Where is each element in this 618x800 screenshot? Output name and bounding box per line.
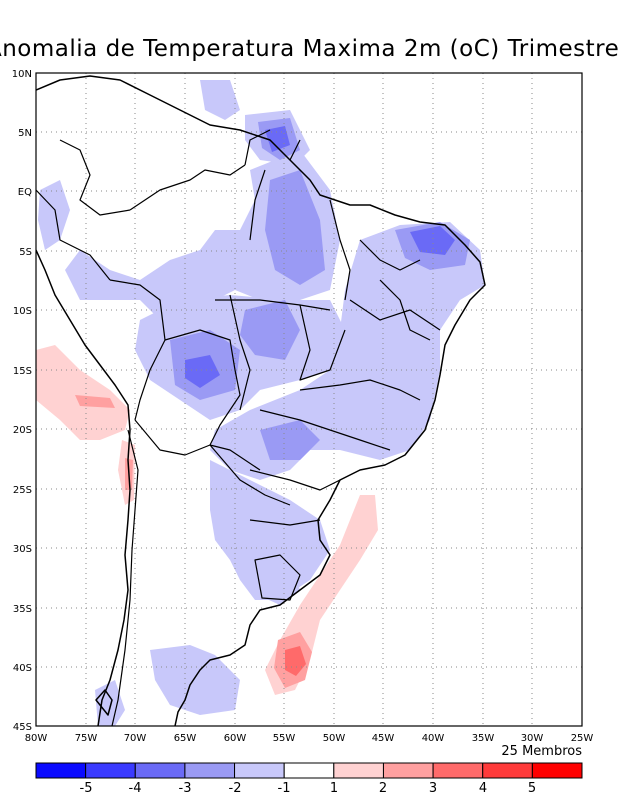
colorbar-label: 3 bbox=[429, 781, 437, 796]
border-colombia-peru bbox=[36, 189, 111, 281]
cool-region-patagonia-west bbox=[95, 680, 125, 726]
cool-region-andes bbox=[38, 180, 70, 250]
cool-peak-ceara bbox=[410, 226, 455, 255]
warm-region-pacific bbox=[36, 345, 130, 440]
warm-peak-atlantic bbox=[285, 646, 306, 676]
cool-core-mg bbox=[260, 420, 320, 460]
lon-label: 50W bbox=[323, 733, 346, 744]
lon-label: 55W bbox=[273, 733, 296, 744]
border-venezuela-colombia bbox=[59, 139, 131, 216]
lon-label: 25W bbox=[571, 733, 594, 744]
lon-label: 65W bbox=[174, 733, 197, 744]
colorbar-swatch bbox=[234, 762, 285, 779]
cool-core-goias bbox=[240, 300, 300, 360]
cool-region-south bbox=[210, 460, 330, 600]
lat-label: 40S bbox=[13, 663, 32, 674]
colorbar-label: -2 bbox=[229, 781, 242, 796]
colorbar-swatch bbox=[134, 762, 186, 779]
border-brazil-bolivia bbox=[164, 329, 241, 446]
colorbar-swatch bbox=[283, 762, 335, 779]
colorbar-swatch bbox=[482, 762, 533, 779]
colorbar-label: -4 bbox=[129, 781, 142, 796]
warm-core-pacific bbox=[75, 395, 115, 408]
cool-region-east bbox=[210, 222, 485, 480]
colorbar-swatch bbox=[184, 762, 236, 779]
border-venezuela-brazil bbox=[129, 164, 246, 211]
cool-region-patagonia bbox=[150, 645, 240, 715]
colorbar-label: -1 bbox=[278, 781, 291, 796]
lon-label: 45W bbox=[372, 733, 395, 744]
lat-label: EQ bbox=[18, 187, 32, 198]
anomaly-shading bbox=[36, 80, 485, 726]
lat-label: 35S bbox=[13, 604, 32, 615]
border-uruguay bbox=[254, 554, 301, 601]
west-coast bbox=[36, 249, 131, 726]
colorbar-label: -3 bbox=[179, 781, 192, 796]
border-states-south bbox=[249, 469, 341, 526]
colorbar: -5 -4 -3 -2 -1 1 2 3 4 5 bbox=[35, 762, 583, 796]
colorbar-label: -5 bbox=[80, 781, 93, 796]
lat-label: 30S bbox=[13, 544, 32, 555]
colorbar-swatch bbox=[382, 762, 434, 779]
members-note: 25 Membros bbox=[501, 744, 582, 759]
political-borders bbox=[36, 129, 441, 726]
border-argentina-chile bbox=[111, 429, 139, 726]
cool-peak-mato-grosso bbox=[185, 355, 220, 388]
border-states-east bbox=[259, 279, 431, 451]
colorbar-swatch bbox=[333, 762, 384, 779]
graticule bbox=[36, 73, 582, 726]
lat-label: 10S bbox=[13, 306, 32, 317]
lat-label: 5S bbox=[19, 247, 32, 258]
lon-label: 80W bbox=[25, 733, 48, 744]
map-title-text: Anomalia de Temperatura Maxima 2m (oC) T… bbox=[0, 36, 618, 62]
lon-label: 30W bbox=[521, 733, 544, 744]
colorbar-label: 1 bbox=[330, 781, 338, 796]
border-paraguay-argentina bbox=[209, 444, 291, 506]
continent-outline bbox=[36, 75, 486, 726]
border-bolivia-paraguay bbox=[134, 419, 261, 471]
lon-label: 70W bbox=[124, 733, 147, 744]
lat-label: 20S bbox=[13, 425, 32, 436]
lon-label: 60W bbox=[224, 733, 247, 744]
colorbar-label: 5 bbox=[528, 781, 536, 796]
border-guianas bbox=[244, 129, 301, 166]
coastline bbox=[36, 75, 486, 726]
border-states-central bbox=[229, 294, 441, 411]
colorbar-swatches bbox=[35, 762, 583, 779]
map-frame bbox=[35, 72, 583, 727]
cool-region-north bbox=[200, 80, 240, 120]
cool-core-para bbox=[265, 170, 325, 285]
lat-labels: 10N 5N EQ 5S 10S 15S 20S 25S 30S 35S 40S… bbox=[12, 69, 32, 733]
colorbar-label: 4 bbox=[479, 781, 487, 796]
lake-and-islands bbox=[95, 689, 113, 716]
colorbar-labels: -5 -4 -3 -2 -1 1 2 3 4 5 bbox=[80, 781, 537, 796]
lon-label: 35W bbox=[472, 733, 495, 744]
lat-label: 25S bbox=[13, 485, 32, 496]
lat-label: 10N bbox=[12, 69, 32, 80]
lat-label: 45S bbox=[13, 722, 32, 733]
lat-label: 5N bbox=[18, 128, 32, 139]
cool-region-pampa bbox=[255, 560, 300, 605]
lon-label: 75W bbox=[75, 733, 98, 744]
colorbar-label: 2 bbox=[379, 781, 387, 796]
border-states-north bbox=[215, 169, 421, 311]
colorbar-swatch bbox=[432, 762, 484, 779]
lat-label: 15S bbox=[13, 366, 32, 377]
map-title: Anomalia de Temperatura Maxima 2m (oC) T… bbox=[0, 36, 618, 68]
lon-label: 40W bbox=[422, 733, 445, 744]
colorbar-swatch bbox=[85, 762, 136, 779]
colorbar-swatch bbox=[35, 762, 87, 779]
colorbar-swatch bbox=[531, 762, 583, 779]
lon-labels: 80W 75W 70W 65W 60W 55W 50W 45W 40W 35W … bbox=[25, 733, 594, 744]
